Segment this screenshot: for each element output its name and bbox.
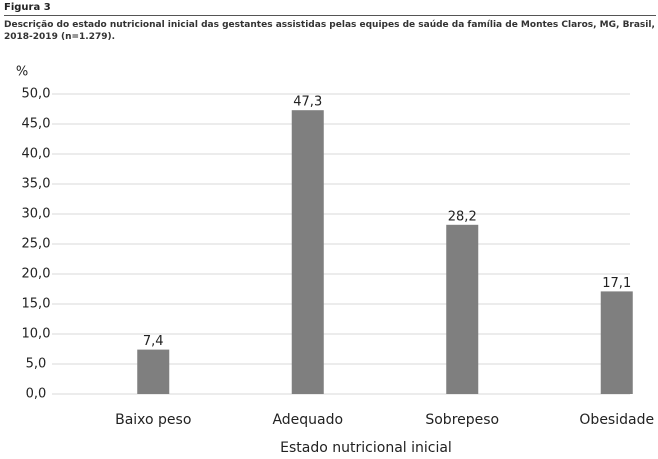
y-tick-label: 35,0 bbox=[22, 177, 51, 192]
bar bbox=[446, 224, 479, 394]
y-tick-label: 0,0 bbox=[26, 387, 47, 402]
x-tick-label: Baixo peso bbox=[115, 412, 191, 428]
y-tick-label: 25,0 bbox=[22, 237, 51, 252]
y-tick-label: 20,0 bbox=[22, 267, 51, 282]
chart-title: Descrição do estado nutricional inicial … bbox=[4, 20, 655, 42]
y-tick-label: 15,0 bbox=[22, 297, 51, 312]
bar bbox=[291, 110, 324, 394]
data-label: 7,4 bbox=[143, 334, 164, 349]
x-tick-label: Obesidade bbox=[579, 412, 654, 428]
y-tick-label: 30,0 bbox=[22, 207, 51, 222]
figure-label: Figura 3 bbox=[4, 2, 656, 16]
data-label: 28,2 bbox=[448, 209, 477, 224]
y-axis-label: % bbox=[16, 65, 28, 80]
x-tick-label: Sobrepeso bbox=[425, 412, 499, 428]
data-label: 47,3 bbox=[293, 95, 322, 110]
y-tick-label: 50,0 bbox=[22, 87, 51, 102]
header: Figura 3 Descrição do estado nutricional… bbox=[4, 2, 656, 43]
bar bbox=[137, 349, 170, 394]
y-tick-label: 10,0 bbox=[22, 327, 51, 342]
y-tick-label: 5,0 bbox=[26, 357, 47, 372]
y-tick-label: 45,0 bbox=[22, 117, 51, 132]
y-tick-label: 40,0 bbox=[22, 147, 51, 162]
data-label: 17,1 bbox=[602, 276, 631, 291]
x-tick-label: Adequado bbox=[272, 412, 343, 428]
x-axis-label: Estado nutricional inicial bbox=[280, 440, 452, 456]
bar bbox=[600, 291, 633, 394]
